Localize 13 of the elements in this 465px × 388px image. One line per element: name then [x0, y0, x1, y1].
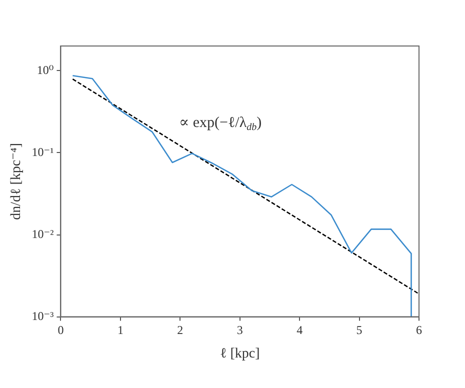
x-axis-title: ℓ [kpc]	[220, 346, 260, 362]
x-tick-label: 5	[356, 323, 362, 338]
y-axis-title: dn/dℓ [kpc⁻⁴]	[9, 142, 24, 220]
x-tick-label: 3	[236, 323, 243, 338]
x-tick-label: 4	[296, 323, 303, 338]
x-tick-label: 6	[416, 323, 422, 338]
y-tick-label: 10⁻¹	[32, 144, 54, 159]
y-tick-label: 10⁰	[36, 62, 54, 77]
x-tick-label: 1	[117, 323, 124, 338]
x-tick-label: 2	[177, 323, 184, 338]
x-tick-label: 0	[58, 323, 64, 338]
y-tick-label: 10⁻²	[32, 226, 54, 241]
y-tick-label: 10⁻³	[32, 308, 54, 323]
